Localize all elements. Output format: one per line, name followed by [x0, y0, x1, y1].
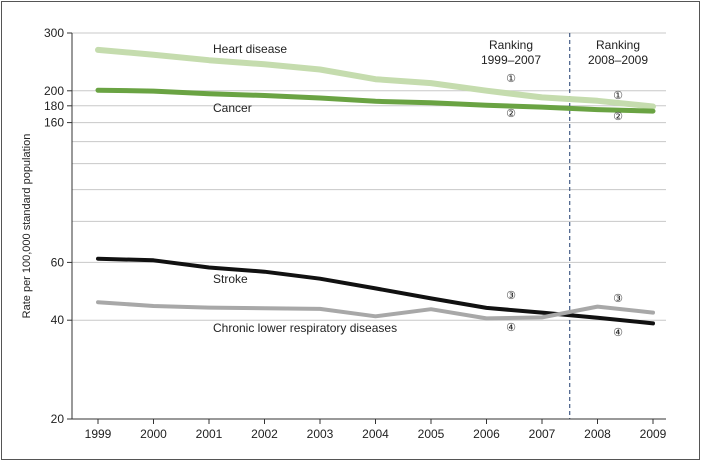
rank-heart-period-1: ①	[506, 73, 516, 85]
rank-clrd-period-2: ③	[613, 293, 623, 305]
rank-stroke-period-1: ③	[506, 290, 516, 302]
rank-cancer-period-1: ②	[506, 108, 516, 120]
series-line-chronic-lower-respiratory-diseases	[96, 300, 655, 321]
rank-stroke-period-2: ④	[613, 327, 623, 339]
rank-clrd-period-1: ④	[506, 322, 516, 334]
period-label-2-years: 2008–2009	[588, 53, 648, 67]
y-tick-label-160: 160	[44, 116, 64, 130]
x-tick-label-2006: 2006	[473, 427, 500, 441]
series-lines	[95, 46, 656, 326]
x-tick-label-2001: 2001	[196, 427, 223, 441]
y-axis-title: Rate per 100,000 standard population	[21, 134, 33, 319]
y-tick-label-40: 40	[51, 313, 65, 327]
rank-cancer-period-2: ②	[613, 111, 623, 123]
series-line-cancer	[95, 87, 656, 114]
series-label-cancer: Cancer	[213, 101, 252, 115]
series-label-stroke: Stroke	[213, 272, 248, 286]
period-label-2-title: Ranking	[596, 38, 640, 52]
y-tick-label-20: 20	[51, 412, 65, 426]
x-tick-label-2000: 2000	[140, 427, 167, 441]
series-line-heart-disease	[95, 46, 656, 110]
period-label-1-title: Ranking	[489, 38, 533, 52]
x-tick-label-1999: 1999	[85, 427, 112, 441]
series-label-heart-disease: Heart disease	[213, 42, 287, 56]
y-tick-label-180: 180	[44, 99, 64, 113]
y-tick-label-60: 60	[51, 255, 65, 269]
y-tick-label-300: 300	[44, 26, 64, 40]
x-tick-label-2002: 2002	[251, 427, 278, 441]
x-tick-label-2005: 2005	[418, 427, 445, 441]
x-tick-label-2004: 2004	[362, 427, 389, 441]
x-tick-label-2007: 2007	[529, 427, 556, 441]
x-tick-label-2009: 2009	[640, 427, 667, 441]
rank-heart-period-2: ①	[613, 90, 623, 102]
chart-labels: Rate per 100,000 standard population Hea…	[21, 38, 648, 339]
x-tick-label-2003: 2003	[307, 427, 334, 441]
period-label-1-years: 1999–2007	[481, 53, 541, 67]
y-tick-label-200: 200	[44, 84, 64, 98]
x-tick-label-2008: 2008	[584, 427, 611, 441]
series-label-clrd: Chronic lower respiratory diseases	[213, 321, 397, 335]
